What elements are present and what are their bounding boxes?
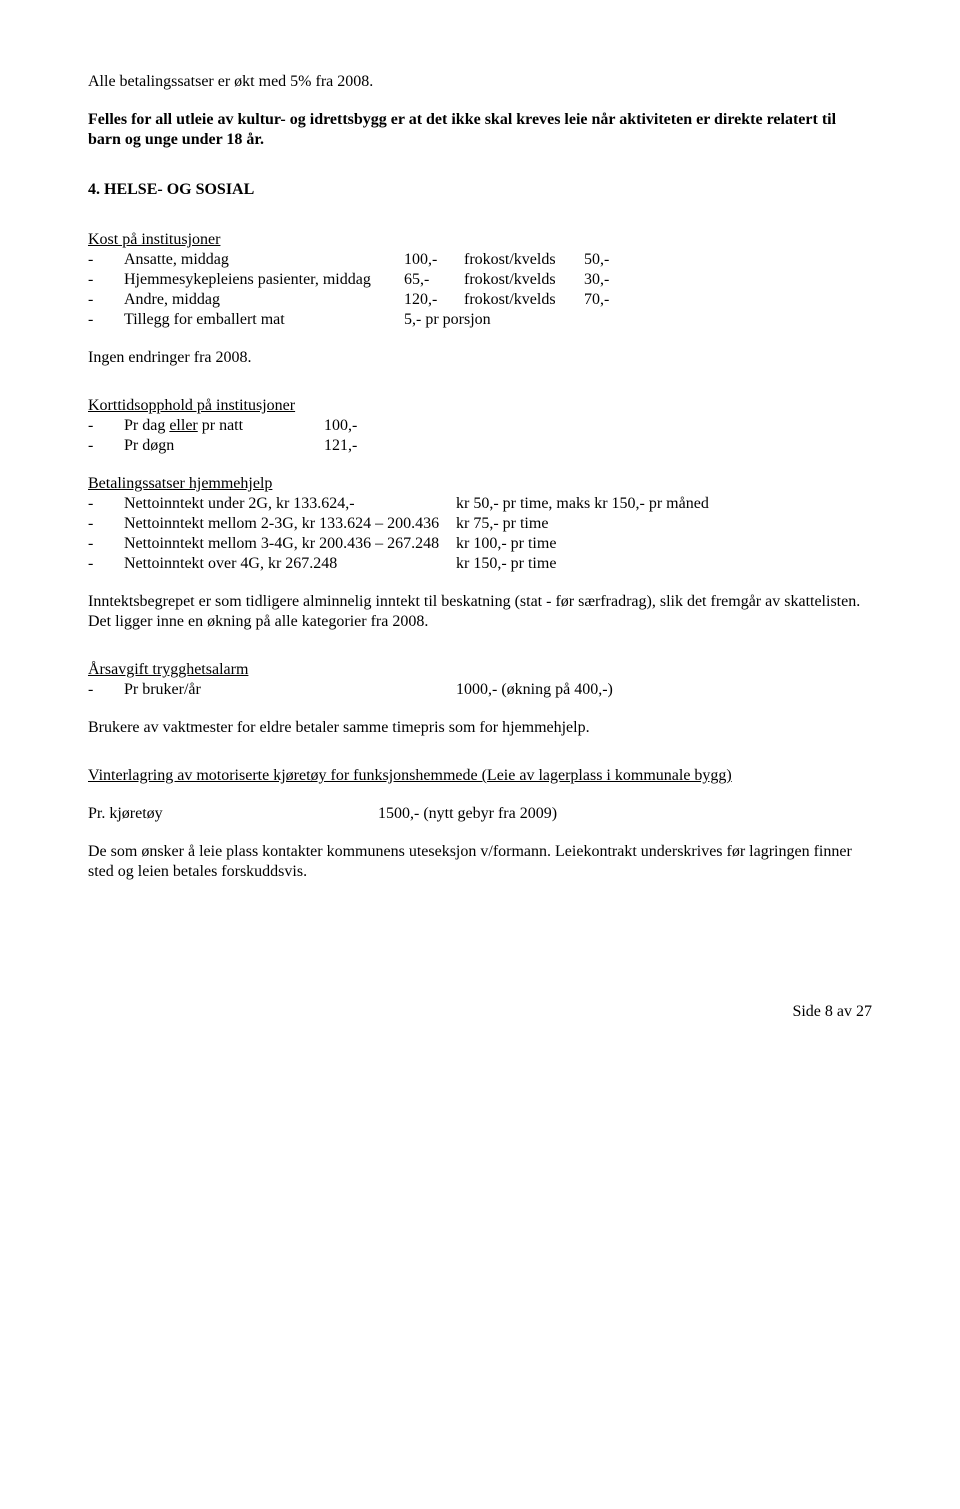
kost-val2: 50,- (584, 250, 624, 270)
kost-val1: 65,- (404, 270, 464, 290)
intro-line2: Felles for all utleie av kultur- og idre… (88, 110, 872, 150)
kost-val1: 5,- pr porsjon (404, 310, 604, 330)
kost-row: - Ansatte, middag 100,- frokost/kvelds 5… (88, 250, 872, 270)
kost-label: Andre, middag (124, 290, 404, 310)
bullet-dash: - (88, 534, 124, 554)
intro-line1: Alle betalingssatser er økt med 5% fra 2… (88, 72, 872, 92)
hjemmehjelp-label: Nettoinntekt over 4G, kr 267.248 (124, 554, 456, 574)
kost-val2: 70,- (584, 290, 624, 310)
hjemmehjelp-note: Inntektsbegrepet er som tidligere alminn… (88, 592, 872, 632)
hjemmehjelp-block: Betalingssatser hjemmehjelp - Nettoinnte… (88, 474, 872, 574)
bullet-dash: - (88, 416, 124, 436)
korttid-label-post: pr natt (198, 417, 243, 434)
vinter-val: 1500,- (nytt gebyr fra 2009) (378, 804, 557, 824)
bullet-dash: - (88, 436, 124, 456)
korttid-val: 121,- (324, 436, 357, 456)
bullet-dash: - (88, 250, 124, 270)
korttid-row: - Pr dag eller pr natt 100,- (88, 416, 872, 436)
kost-mid: frokost/kvelds (464, 270, 584, 290)
kost-mid: frokost/kvelds (464, 250, 584, 270)
hjemmehjelp-row: - Nettoinntekt over 4G, kr 267.248 kr 15… (88, 554, 872, 574)
korttid-val: 100,- (324, 416, 357, 436)
page-footer: Side 8 av 27 (88, 1002, 872, 1022)
bullet-dash: - (88, 270, 124, 290)
korttid-label-u: eller (169, 417, 197, 434)
hjemmehjelp-val: kr 150,- pr time (456, 554, 556, 574)
kost-block: Kost på institusjoner - Ansatte, middag … (88, 230, 872, 330)
bullet-dash: - (88, 494, 124, 514)
bullet-dash: - (88, 514, 124, 534)
kost-mid: frokost/kvelds (464, 290, 584, 310)
alarm-label: Pr bruker/år (124, 680, 456, 700)
vinter-note: De som ønsker å leie plass kontakter kom… (88, 842, 872, 882)
korttid-block: Korttidsopphold på institusjoner - Pr da… (88, 396, 872, 456)
vinter-row: Pr. kjøretøy 1500,- (nytt gebyr fra 2009… (88, 804, 872, 824)
hjemmehjelp-label: Nettoinntekt under 2G, kr 133.624,- (124, 494, 456, 514)
kost-row: - Hjemmesykepleiens pasienter, middag 65… (88, 270, 872, 290)
kost-label: Tillegg for emballert mat (124, 310, 404, 330)
kost-note: Ingen endringer fra 2008. (88, 348, 872, 368)
bullet-dash: - (88, 310, 124, 330)
kost-label: Ansatte, middag (124, 250, 404, 270)
bullet-dash: - (88, 554, 124, 574)
hjemmehjelp-val: kr 50,- pr time, maks kr 150,- pr måned (456, 494, 709, 514)
hjemmehjelp-row: - Nettoinntekt mellom 3-4G, kr 200.436 –… (88, 534, 872, 554)
kost-heading: Kost på institusjoner (88, 230, 872, 250)
kost-row: - Tillegg for emballert mat 5,- pr porsj… (88, 310, 872, 330)
hjemmehjelp-val: kr 75,- pr time (456, 514, 548, 534)
korttid-label-pre: Pr dag (124, 417, 169, 434)
bullet-dash: - (88, 290, 124, 310)
alarm-note: Brukere av vaktmester for eldre betaler … (88, 718, 872, 738)
korttid-label: Pr dag eller pr natt (124, 416, 324, 436)
alarm-heading: Årsavgift trygghetsalarm (88, 660, 872, 680)
korttid-label-pre: Pr døgn (124, 437, 174, 454)
hjemmehjelp-label: Nettoinntekt mellom 2-3G, kr 133.624 – 2… (124, 514, 456, 534)
hjemmehjelp-row: - Nettoinntekt under 2G, kr 133.624,- kr… (88, 494, 872, 514)
kost-val2: 30,- (584, 270, 624, 290)
korttid-row: - Pr døgn 121,- (88, 436, 872, 456)
kost-label: Hjemmesykepleiens pasienter, middag (124, 270, 404, 290)
korttid-heading: Korttidsopphold på institusjoner (88, 396, 872, 416)
alarm-val: 1000,- (økning på 400,-) (456, 680, 613, 700)
alarm-block: Årsavgift trygghetsalarm - Pr bruker/år … (88, 660, 872, 700)
vinter-heading: Vinterlagring av motoriserte kjøretøy fo… (88, 766, 872, 786)
vinter-label: Pr. kjøretøy (88, 804, 378, 824)
kost-val1: 100,- (404, 250, 464, 270)
hjemmehjelp-val: kr 100,- pr time (456, 534, 556, 554)
bullet-dash: - (88, 680, 124, 700)
section-4-title: 4. HELSE- OG SOSIAL (88, 180, 872, 200)
hjemmehjelp-row: - Nettoinntekt mellom 2-3G, kr 133.624 –… (88, 514, 872, 534)
korttid-label: Pr døgn (124, 436, 324, 456)
vinter-block: Vinterlagring av motoriserte kjøretøy fo… (88, 766, 872, 786)
kost-val1: 120,- (404, 290, 464, 310)
alarm-row: - Pr bruker/år 1000,- (økning på 400,-) (88, 680, 872, 700)
hjemmehjelp-label: Nettoinntekt mellom 3-4G, kr 200.436 – 2… (124, 534, 456, 554)
kost-row: - Andre, middag 120,- frokost/kvelds 70,… (88, 290, 872, 310)
hjemmehjelp-heading: Betalingssatser hjemmehjelp (88, 474, 872, 494)
